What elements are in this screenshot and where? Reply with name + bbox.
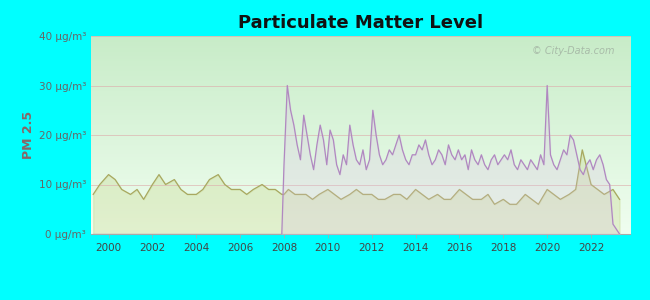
Legend: North El Monte, CA, US: North El Monte, CA, US	[263, 297, 458, 300]
Y-axis label: PM 2.5: PM 2.5	[21, 111, 34, 159]
Title: Particulate Matter Level: Particulate Matter Level	[238, 14, 484, 32]
Text: © City-Data.com: © City-Data.com	[532, 46, 614, 56]
